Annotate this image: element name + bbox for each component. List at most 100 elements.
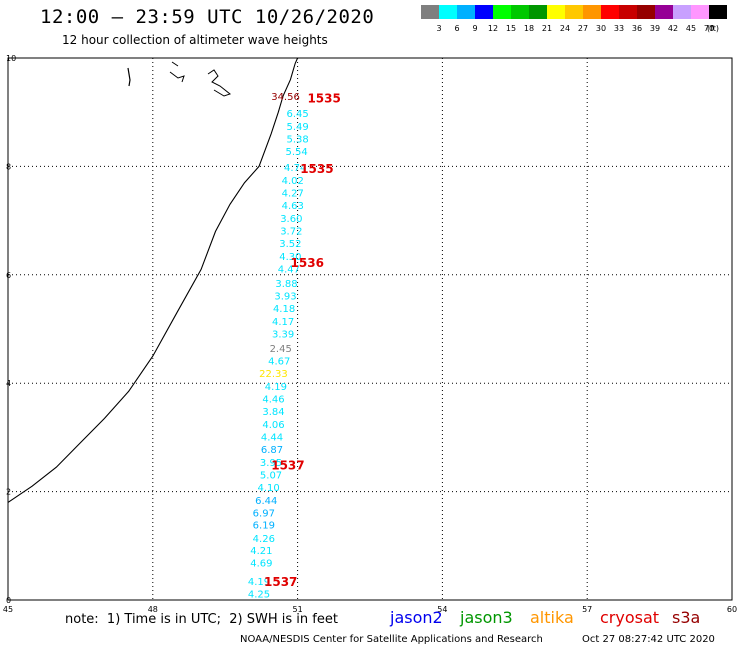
color-scale-label: 18	[523, 24, 535, 33]
island-shape	[207, 69, 232, 97]
wave-height-reading: 3.60	[280, 214, 302, 225]
wave-height-reading: 4.26	[253, 534, 275, 545]
wave-height-reading: 4.18	[273, 304, 295, 315]
color-swatch	[691, 5, 709, 19]
wave-height-reading: 4.67	[268, 357, 290, 368]
color-scale-label: 15	[505, 24, 517, 33]
island-shape	[127, 67, 131, 87]
color-scale-label: 3	[436, 24, 442, 33]
color-swatch	[493, 5, 511, 19]
color-scale-label: 21	[541, 24, 553, 33]
pass-time-label: 1535	[307, 92, 340, 106]
legend-item-altika: altika	[530, 608, 574, 627]
wave-height-reading: 4.69	[250, 559, 272, 570]
wave-height-reading: 4.10	[258, 483, 280, 494]
page-title: 12:00 – 23:59 UTC 10/26/2020	[40, 6, 375, 28]
y-tick-label: 6	[6, 271, 11, 280]
color-swatch	[583, 5, 601, 19]
x-tick-label: 57	[582, 605, 592, 614]
wave-height-reading: 3.72	[280, 226, 302, 237]
wave-height-reading: 4.74	[284, 163, 306, 174]
color-scale-label: 24	[559, 24, 571, 33]
y-tick-label: 8	[6, 162, 11, 171]
pass-time-label: 1537	[264, 575, 297, 589]
wave-height-reading: 5.49	[286, 122, 308, 133]
wave-height-reading: 22.33	[259, 369, 288, 380]
legend-item-jason3: jason3	[460, 608, 513, 627]
color-swatch	[421, 5, 439, 19]
wave-height-reading: 4.63	[282, 201, 304, 212]
color-swatch	[439, 5, 457, 19]
color-swatch	[673, 5, 691, 19]
color-swatch	[637, 5, 655, 19]
y-tick-label: 10	[6, 54, 16, 63]
wave-height-reading: 3.93	[274, 291, 296, 302]
wave-height-reading: 4.30	[279, 252, 301, 263]
y-tick-label: 4	[6, 379, 11, 388]
x-tick-label: 48	[148, 605, 158, 614]
wave-height-reading: 4.06	[262, 420, 284, 431]
wave-height-reading: 3.88	[275, 279, 297, 290]
color-scale-label: 42	[667, 24, 679, 33]
footnote: note: 1) Time is in UTC; 2) SWH is in fe…	[65, 612, 338, 627]
legend-item-cryosat: cryosat	[600, 608, 660, 627]
wave-height-reading: 4.25	[248, 590, 270, 601]
color-scale-label: 12	[487, 24, 499, 33]
wave-height-reading: 6.97	[253, 508, 275, 519]
color-swatch	[529, 5, 547, 19]
legend-item-s3a: s3a	[672, 608, 701, 627]
wave-height-reading: 6.19	[253, 521, 275, 532]
x-tick-label: 54	[437, 605, 447, 614]
color-scale-label: 33	[613, 24, 625, 33]
x-tick-label: 51	[293, 605, 303, 614]
color-scale-label: 30	[595, 24, 607, 33]
wave-height-reading: 4.21	[250, 546, 272, 557]
color-swatch	[457, 5, 475, 19]
legend-item-jason2: jason2	[390, 608, 443, 627]
y-tick-label: 2	[6, 488, 11, 497]
wave-height-reading: 4.17	[272, 317, 294, 328]
color-scale-label: (ft)	[706, 24, 720, 33]
color-scale-label: 45	[685, 24, 697, 33]
wave-height-reading: 4.19	[265, 382, 287, 393]
color-swatch	[601, 5, 619, 19]
color-scale-label: 70	[703, 24, 715, 33]
color-swatch	[565, 5, 583, 19]
map-frame	[7, 57, 733, 601]
wave-height-reading: 34.56	[271, 92, 300, 103]
wave-height-reading: 6.45	[286, 109, 308, 120]
color-scale-label: 9	[472, 24, 478, 33]
color-swatch	[511, 5, 529, 19]
pass-time-label: 1535	[300, 162, 333, 176]
wave-height-reading: 4.19	[248, 577, 270, 588]
y-tick-label: 0	[6, 596, 11, 605]
page-subtitle: 12 hour collection of altimeter wave hei…	[62, 33, 328, 47]
color-scale-label: 6	[454, 24, 460, 33]
wave-height-reading: 3.39	[272, 329, 294, 340]
credit-text: NOAA/NESDIS Center for Satellite Applica…	[240, 634, 543, 645]
color-swatch	[619, 5, 637, 19]
wave-height-reading: 6.87	[261, 445, 283, 456]
island-shape	[169, 61, 185, 83]
wave-height-reading: 6.44	[255, 496, 277, 507]
generated-timestamp: Oct 27 08:27:42 UTC 2020	[582, 634, 715, 645]
pass-time-label: 1537	[271, 459, 304, 473]
wave-height-reading: 4.02	[282, 176, 304, 187]
x-tick-label: 60	[727, 605, 737, 614]
coastline	[7, 57, 299, 503]
color-swatch	[547, 5, 565, 19]
color-swatch	[709, 5, 727, 19]
wave-height-reading: 5.07	[260, 470, 282, 481]
color-scale-label: 39	[649, 24, 661, 33]
wave-height-reading: 3.95	[260, 458, 282, 469]
wave-height-reading: 2.45	[270, 344, 292, 355]
wave-height-reading: 5.54	[286, 147, 308, 158]
wave-height-reading: 5.38	[286, 134, 308, 145]
color-scale-label: 27	[577, 24, 589, 33]
x-tick-label: 45	[3, 605, 13, 614]
pass-time-label: 1536	[291, 256, 324, 270]
wave-height-reading: 3.52	[279, 239, 301, 250]
wave-height-reading: 4.47	[278, 264, 300, 275]
wave-height-reading: 4.46	[262, 394, 284, 405]
